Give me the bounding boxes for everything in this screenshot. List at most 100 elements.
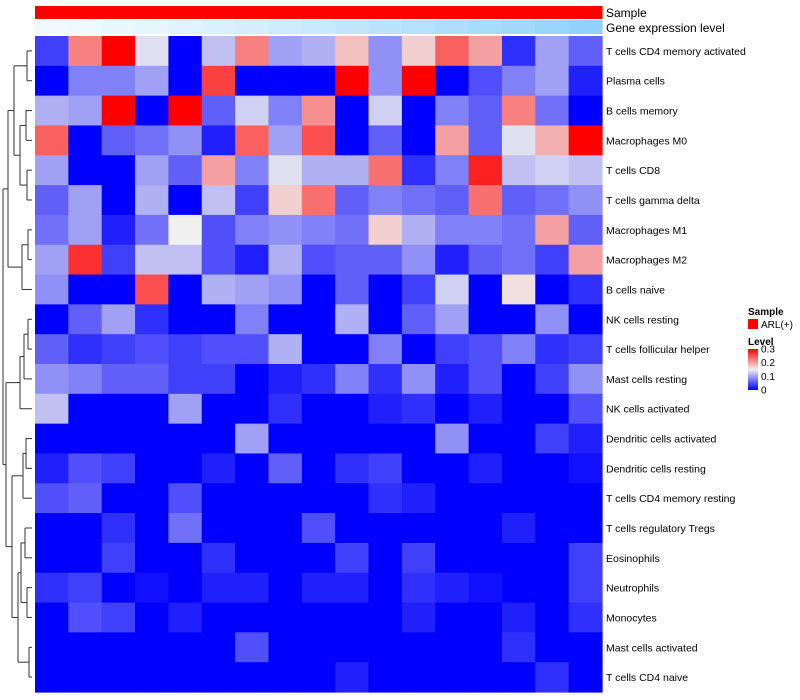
heatmap-cell <box>568 185 603 216</box>
heatmap-cell <box>101 36 136 67</box>
heatmap-cell <box>68 95 103 127</box>
level-tick-label: 0.1 <box>761 372 775 383</box>
heatmap-cell <box>68 513 103 544</box>
heatmap-cell <box>468 214 503 246</box>
heatmap-cell <box>168 393 203 425</box>
heatmap-cell <box>101 125 136 156</box>
heatmap-cell <box>468 542 503 574</box>
heatmap-cell <box>201 125 236 156</box>
heatmap-cell <box>568 36 603 67</box>
heatmap-cell <box>401 662 436 693</box>
heatmap-cell <box>368 36 403 67</box>
gene-expression-annotation-cell <box>535 20 570 34</box>
heatmap-cell <box>535 602 570 633</box>
heatmap-cell <box>401 542 436 574</box>
heatmap-cell <box>301 65 336 97</box>
heatmap-cell <box>301 453 336 484</box>
heatmap-cell <box>35 542 69 574</box>
heatmap-cell <box>368 274 403 305</box>
sample-annotation-cell <box>135 6 170 19</box>
heatmap-cell <box>301 334 336 365</box>
sample-annotation-cell <box>401 6 436 19</box>
row-dendrogram <box>2 50 32 678</box>
heatmap-cell <box>201 214 236 246</box>
heatmap-cell <box>135 304 170 335</box>
heatmap-cell <box>568 453 603 484</box>
heatmap-cell <box>268 155 303 186</box>
heatmap-cell <box>35 65 69 97</box>
heatmap-cell <box>468 632 503 663</box>
level-tick-label: 0.3 <box>761 345 775 356</box>
level-legend-ticks: 0.3 0.2 0.1 0 <box>761 345 775 397</box>
heatmap-cell <box>235 453 270 484</box>
heatmap-cell <box>201 185 236 216</box>
heatmap-cell <box>301 244 336 276</box>
heatmap-cell <box>401 334 436 365</box>
sample-legend: Sample ARL(+) <box>748 307 793 331</box>
gene-expression-annotation-cell <box>35 20 69 34</box>
row-label: Mast cells resting <box>606 374 687 386</box>
heatmap-cell <box>101 95 136 127</box>
heatmap-cell <box>468 334 503 365</box>
sample-annotation-cell <box>568 6 603 19</box>
heatmap-cell <box>101 274 136 305</box>
gene-expression-annotation-cell <box>335 20 370 34</box>
heatmap-cell <box>301 304 336 335</box>
heatmap-cell <box>35 364 69 395</box>
heatmap-cell <box>235 483 270 514</box>
heatmap-cells <box>35 36 603 693</box>
heatmap-cell <box>135 513 170 544</box>
heatmap-cell <box>268 602 303 633</box>
heatmap-cell <box>468 274 503 305</box>
heatmap-cell <box>101 393 136 425</box>
heatmap-cell <box>468 423 503 455</box>
heatmap-cell <box>435 542 470 574</box>
heatmap-cell <box>501 304 536 335</box>
heatmap-cell <box>535 513 570 544</box>
heatmap-cell <box>201 572 236 604</box>
sample-annotation-cell <box>168 6 203 19</box>
heatmap-cell <box>201 513 236 544</box>
heatmap-cell <box>168 334 203 365</box>
heatmap-cell <box>268 95 303 127</box>
heatmap-cell <box>68 483 103 514</box>
heatmap-cell <box>501 393 536 425</box>
heatmap-cell <box>201 542 236 574</box>
heatmap-cell <box>301 274 336 305</box>
heatmap-cell <box>301 483 336 514</box>
heatmap-cell <box>68 274 103 305</box>
heatmap-cell <box>68 393 103 425</box>
heatmap-cell <box>235 304 270 335</box>
row-label: B cells naive <box>606 285 665 297</box>
row-label: NK cells resting <box>606 314 679 326</box>
sample-annotation-cell <box>201 6 236 19</box>
heatmap-cell <box>68 632 103 663</box>
heatmap-cell <box>135 125 170 156</box>
heatmap-cell <box>35 334 69 365</box>
heatmap-cell <box>301 393 336 425</box>
heatmap-cell <box>301 95 336 127</box>
heatmap-cell <box>268 453 303 484</box>
heatmap-cell <box>268 65 303 97</box>
heatmap-cell <box>235 244 270 276</box>
heatmap-cell <box>535 185 570 216</box>
heatmap-cell <box>368 304 403 335</box>
gene-expression-annotation-bar <box>35 20 603 34</box>
heatmap-cell <box>335 572 370 604</box>
heatmap-cell <box>368 542 403 574</box>
heatmap-cell <box>335 274 370 305</box>
annotation-label-gene-expression: Gene expression level <box>606 21 725 35</box>
heatmap-cell <box>235 214 270 246</box>
row-label: Macrophages M2 <box>606 255 687 267</box>
heatmap-cell <box>235 364 270 395</box>
heatmap-cell <box>35 513 69 544</box>
heatmap-cell <box>435 125 470 156</box>
sample-annotation-cell <box>101 6 136 19</box>
heatmap-cell <box>268 244 303 276</box>
sample-annotation-cell <box>35 6 69 19</box>
heatmap-cell <box>401 632 436 663</box>
heatmap-cell <box>68 334 103 365</box>
heatmap-cell <box>135 602 170 633</box>
heatmap-cell <box>435 513 470 544</box>
heatmap-cell <box>468 304 503 335</box>
